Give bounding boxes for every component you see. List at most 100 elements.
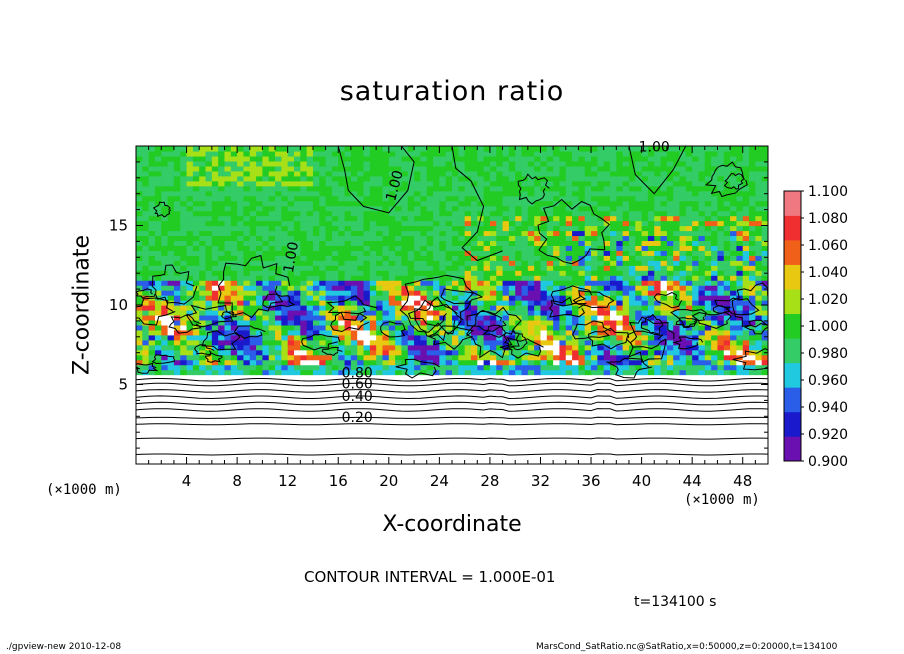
field-cell (338, 225, 346, 232)
field-cell (755, 185, 763, 192)
field-cell (628, 275, 636, 281)
field-cell (414, 275, 421, 281)
field-cell (761, 314, 768, 321)
field-cell (173, 220, 181, 227)
colorbar-swatch (784, 411, 801, 437)
field-cell (673, 180, 681, 187)
field-cell (685, 290, 693, 296)
field-cell (483, 295, 491, 301)
field-cell (294, 334, 301, 341)
field-cell (717, 324, 725, 331)
field-cell (584, 200, 592, 207)
field-cell (749, 225, 756, 232)
field-cell (192, 305, 200, 311)
field-cell (148, 215, 156, 222)
field-cell (167, 344, 175, 351)
field-cell (369, 354, 377, 361)
field-cell (243, 369, 251, 376)
field-cell (704, 265, 712, 271)
field-cell (742, 240, 750, 246)
x-tick-label: 48 (733, 472, 752, 490)
field-cell (243, 339, 251, 346)
field-cell (534, 165, 542, 172)
field-cell (723, 240, 731, 246)
field-cell (723, 170, 731, 177)
field-cell (312, 220, 320, 227)
field-cell (502, 210, 510, 217)
field-cell (565, 225, 573, 232)
field-cell (477, 309, 485, 316)
field-cell (502, 295, 510, 301)
field-cell (445, 359, 453, 366)
field-cell (527, 180, 535, 187)
field-cell (521, 205, 529, 212)
field-cell (376, 160, 384, 167)
field-cell (205, 165, 213, 172)
field-cell (597, 146, 605, 152)
field-cell (199, 275, 207, 281)
field-cell (388, 155, 396, 162)
field-cell (742, 185, 750, 192)
field-cell (180, 185, 188, 192)
field-cell (496, 324, 504, 331)
field-cell (161, 339, 169, 346)
field-cell (243, 235, 251, 242)
field-cell (742, 295, 750, 301)
field-cell (262, 155, 270, 162)
contour-line (136, 362, 159, 374)
field-cell (654, 170, 662, 177)
field-cell (192, 180, 200, 187)
field-cell (673, 255, 681, 261)
field-cell (142, 275, 150, 281)
field-cell (666, 305, 674, 311)
field-cell (527, 359, 535, 366)
field-cell (540, 270, 548, 276)
field-cell (243, 180, 251, 187)
field-cell (603, 324, 611, 331)
field-cell (591, 205, 598, 212)
field-cell (470, 165, 478, 172)
field-cell (635, 285, 643, 291)
field-cell (565, 220, 573, 227)
field-cell (186, 180, 194, 187)
field-cell (527, 319, 535, 326)
field-cell (660, 309, 668, 316)
field-cell (597, 185, 605, 192)
field-cell (338, 359, 346, 366)
field-cell (154, 290, 162, 296)
field-cell (679, 215, 687, 222)
field-cell (698, 245, 706, 251)
field-cell (154, 285, 162, 291)
field-cell (173, 255, 181, 261)
field-cell (515, 170, 523, 177)
field-cell (376, 319, 384, 326)
field-cell (382, 150, 390, 157)
field-cell (256, 205, 263, 212)
field-cell (489, 295, 497, 301)
field-cell (344, 200, 352, 207)
field-cell (641, 190, 649, 197)
field-cell (420, 235, 428, 242)
field-cell (433, 160, 440, 167)
field-cell (294, 344, 301, 351)
field-cell (635, 165, 643, 172)
field-cell (243, 305, 251, 311)
field-cell (224, 359, 232, 366)
field-cell (711, 334, 719, 341)
field-cell (591, 324, 598, 331)
field-cell (698, 354, 706, 361)
field-cell (521, 309, 529, 316)
field-cell (527, 285, 535, 291)
field-cell (534, 245, 542, 251)
field-cell (717, 295, 725, 301)
field-cell (142, 309, 150, 316)
field-cell (420, 150, 428, 157)
field-cell (483, 280, 491, 286)
field-cell (414, 295, 421, 301)
field-cell (230, 155, 238, 162)
field-cell (458, 364, 466, 371)
field-cell (407, 185, 415, 192)
field-cell (369, 170, 377, 177)
field-cell (464, 255, 472, 261)
field-cell (742, 150, 750, 157)
